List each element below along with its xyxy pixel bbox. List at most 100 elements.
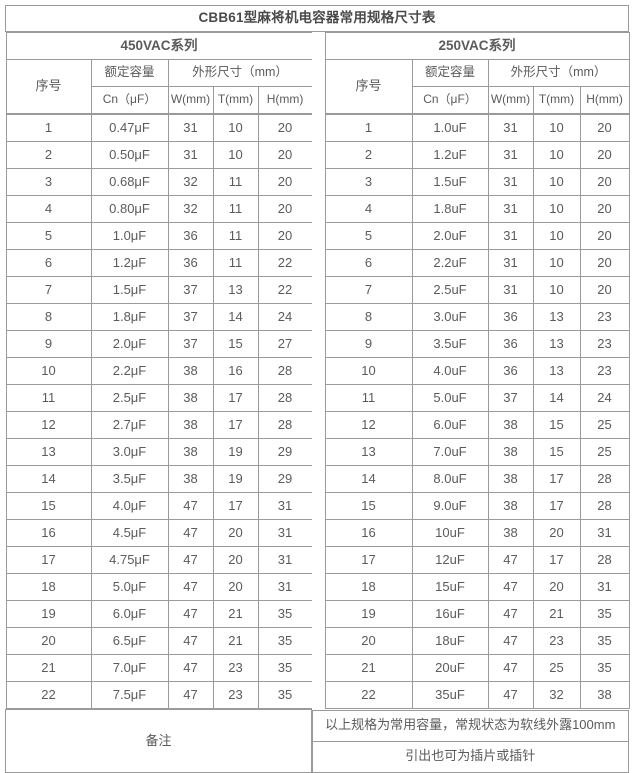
- table-row: 22 35uF 47 32 38: [324, 681, 630, 709]
- cell-rated-capacity: 8.0uF: [411, 465, 489, 493]
- remark-label: 备注: [5, 709, 312, 773]
- cell-width-mm: 47: [487, 546, 534, 574]
- cell-width-mm: 31: [167, 141, 214, 169]
- cell-rated-capacity: 1.8μF: [90, 303, 169, 331]
- data-rows-450vac: 1 0.47μF 31 10 20 2 0.50μF 31 10 20 3 0.68μF 32 11 20 4…: [5, 114, 313, 709]
- table-row: 16 10uF 38 20 31: [324, 519, 630, 547]
- cell-rated-capacity: 5.0uF: [411, 384, 489, 412]
- cell-serial-no: 6: [324, 249, 413, 277]
- cell-rated-capacity: 3.5uF: [411, 330, 489, 358]
- series-body-right: 250VAC系列 序号 额定容量 外形尺寸（mm） Cn（μF） W(mm) T…: [324, 32, 630, 114]
- table-row: 10 2.2μF 38 16 28: [5, 357, 313, 385]
- cell-thickness-mm: 15: [532, 438, 581, 466]
- cell-thickness-mm: 32: [532, 681, 581, 709]
- cell-rated-capacity: 1.0uF: [411, 114, 489, 142]
- cell-thickness-mm: 11: [212, 168, 259, 196]
- table-row: 18 15uF 47 20 31: [324, 573, 630, 601]
- table-row: 11 5.0uF 37 14 24: [324, 384, 630, 412]
- cell-thickness-mm: 23: [532, 627, 581, 655]
- data-row-band: 1 0.47μF 31 10 20 2 0.50μF 31 10 20 3 0.68μF 32 11 20 4…: [5, 114, 630, 710]
- cell-thickness-mm: 10: [532, 276, 581, 304]
- cell-serial-no: 22: [324, 681, 413, 709]
- cell-serial-no: 10: [324, 357, 413, 385]
- cell-serial-no: 14: [5, 465, 92, 493]
- cell-serial-no: 13: [324, 438, 413, 466]
- remark-line-row: 引出也可为插片或插针: [312, 740, 629, 773]
- cell-height-mm: 31: [257, 546, 313, 574]
- cell-height-mm: 22: [257, 249, 313, 277]
- cell-height-mm: 20: [579, 276, 630, 304]
- cell-width-mm: 47: [487, 573, 534, 601]
- cell-serial-no: 19: [324, 600, 413, 628]
- cell-thickness-mm: 17: [532, 465, 581, 493]
- cell-width-mm: 47: [167, 573, 214, 601]
- cell-width-mm: 47: [167, 627, 214, 655]
- cell-width-mm: 38: [167, 411, 214, 439]
- header-width-mm: W(mm): [487, 86, 534, 114]
- cell-rated-capacity: 15uF: [411, 573, 489, 601]
- cell-thickness-mm: 21: [532, 600, 581, 628]
- header-dimensions: 外形尺寸（mm）: [167, 59, 313, 87]
- cell-height-mm: 31: [257, 492, 313, 520]
- table-row: 21 7.0μF 47 23 35: [5, 654, 313, 682]
- cell-thickness-mm: 17: [212, 384, 259, 412]
- cell-width-mm: 38: [487, 411, 534, 439]
- cell-serial-no: 21: [324, 654, 413, 682]
- cell-width-mm: 36: [487, 357, 534, 385]
- table-row: 7 2.5uF 31 10 20: [324, 276, 630, 304]
- cell-height-mm: 28: [579, 465, 630, 493]
- table-row: 14 8.0uF 38 17 28: [324, 465, 630, 493]
- page-title: CBB61型麻将机电容器常用规格尺寸表: [5, 5, 629, 32]
- cell-thickness-mm: 17: [532, 546, 581, 574]
- cell-rated-capacity: 5.0μF: [90, 573, 169, 601]
- cell-serial-no: 13: [5, 438, 92, 466]
- cell-thickness-mm: 23: [212, 654, 259, 682]
- spec-sheet: CBB61型麻将机电容器常用规格尺寸表 4: [5, 5, 630, 773]
- cell-width-mm: 47: [487, 627, 534, 655]
- table-row: 9 3.5uF 36 13 23: [324, 330, 630, 358]
- cell-serial-no: 8: [5, 303, 92, 331]
- cell-thickness-mm: 19: [212, 438, 259, 466]
- header-width-mm: W(mm): [167, 86, 214, 114]
- cell-rated-capacity: 7.5μF: [90, 681, 169, 709]
- table-row: 5 2.0uF 31 10 20: [324, 222, 630, 250]
- header-thickness-mm: T(mm): [212, 86, 259, 114]
- cell-height-mm: 29: [257, 465, 313, 493]
- table-row: 10 4.0uF 36 13 23: [324, 357, 630, 385]
- data-table-450vac: 1 0.47μF 31 10 20 2 0.50μF 31 10 20 3 0.68μF 32 11 20 4…: [5, 114, 313, 709]
- cell-rated-capacity: 12uF: [411, 546, 489, 574]
- cell-serial-no: 10: [5, 357, 92, 385]
- cell-serial-no: 9: [324, 330, 413, 358]
- remark-line-2: 引出也可为插片或插针: [312, 740, 629, 773]
- cell-height-mm: 27: [257, 330, 313, 358]
- cell-height-mm: 28: [257, 411, 313, 439]
- cell-rated-capacity: 3.0μF: [90, 438, 169, 466]
- table-row: 2 0.50μF 31 10 20: [5, 141, 313, 169]
- cell-height-mm: 35: [257, 681, 313, 709]
- cell-width-mm: 47: [487, 600, 534, 628]
- cell-serial-no: 17: [324, 546, 413, 574]
- cell-height-mm: 20: [579, 222, 630, 250]
- header-serial-no: 序号: [5, 59, 92, 114]
- cell-rated-capacity: 6.5μF: [90, 627, 169, 655]
- table-row: 20 18uF 47 23 35: [324, 627, 630, 655]
- header-rated-capacity: 额定容量: [411, 59, 489, 87]
- table-row: 13 3.0μF 38 19 29: [5, 438, 313, 466]
- header-row-sub: Cn（μF） W(mm) T(mm) H(mm): [6, 86, 313, 114]
- cell-height-mm: 20: [257, 222, 313, 250]
- cell-height-mm: 38: [579, 681, 630, 709]
- cell-rated-capacity: 4.0μF: [90, 492, 169, 520]
- cell-thickness-mm: 10: [212, 141, 259, 169]
- cell-serial-no: 19: [5, 600, 92, 628]
- cell-rated-capacity: 16uF: [411, 600, 489, 628]
- cell-width-mm: 37: [167, 303, 214, 331]
- cell-height-mm: 29: [257, 438, 313, 466]
- cell-rated-capacity: 1.2uF: [411, 141, 489, 169]
- table-row: 7 1.5μF 37 13 22: [5, 276, 313, 304]
- cell-serial-no: 6: [5, 249, 92, 277]
- header-row-sub: Cn（μF） W(mm) T(mm) H(mm): [325, 86, 630, 114]
- cell-thickness-mm: 11: [212, 249, 259, 277]
- table-row: 11 2.5μF 38 17 28: [5, 384, 313, 412]
- cell-rated-capacity: 3.5μF: [90, 465, 169, 493]
- cell-serial-no: 18: [324, 573, 413, 601]
